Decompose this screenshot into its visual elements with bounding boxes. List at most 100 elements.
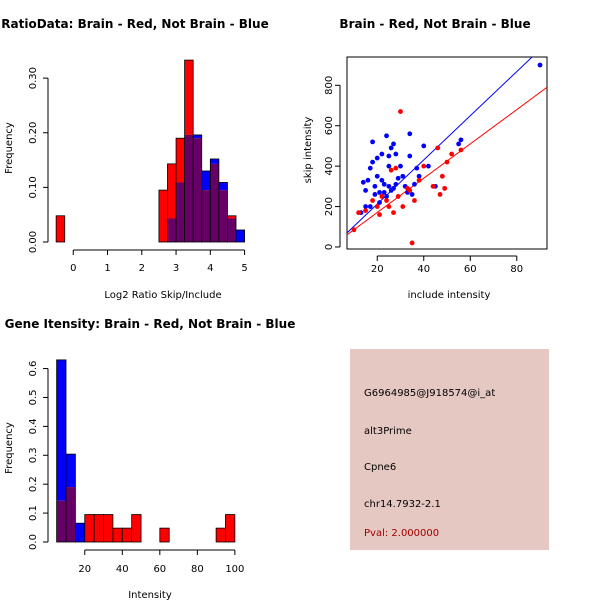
- scatter-x-tick-label: 20: [371, 264, 384, 275]
- intensity-histogram-y-tick-label: 0.1: [28, 505, 39, 521]
- scatter-plot-frame: [346, 56, 548, 250]
- intensity-histogram-bar-brain: [84, 514, 95, 542]
- ratio-histogram-bar-not-brain: [236, 229, 245, 242]
- scatter-x-tick-label: 40: [417, 264, 430, 275]
- ratio-histogram-bar-outline: [235, 229, 245, 243]
- scatter-point-brain: [351, 227, 357, 233]
- scatter-point-not-brain: [393, 151, 399, 157]
- ratio-histogram-xlabel: Log2 Ratio Skip/Include: [104, 290, 221, 301]
- ratio-histogram-bar-overlap: [184, 134, 194, 242]
- intensity-histogram-bar-brain: [225, 514, 235, 542]
- scatter-point-brain: [379, 194, 385, 199]
- intensity-histogram-y-tick-label: 0.5: [28, 390, 39, 406]
- scatter-point-not-brain: [421, 143, 427, 149]
- scatter-point-brain: [395, 194, 401, 199]
- ratio-histogram-bar-brain: [184, 60, 194, 135]
- scatter-xlabel: include intensity: [408, 290, 491, 301]
- ratio-histogram-bar-overlap: [227, 218, 237, 242]
- intensity-histogram-bar-not-brain: [56, 359, 67, 501]
- intensity-histogram-bar-outline: [56, 359, 67, 543]
- scatter-point-brain: [393, 165, 399, 171]
- scatter-point-not-brain: [412, 181, 417, 187]
- scatter-point-not-brain: [374, 155, 380, 161]
- scatter-point-brain: [370, 198, 375, 203]
- ratio-histogram-bar-outline: [218, 182, 228, 243]
- scatter-point-brain: [356, 210, 362, 216]
- intensity-histogram-y-tick-label: 0.2: [28, 476, 39, 492]
- ratio-histogram-title: RatioData: Brain - Red, Not Brain - Blue: [1, 17, 268, 31]
- ratio-histogram-y-tick-label: 0.30: [28, 67, 39, 89]
- intensity-histogram-x-tick-label: 20: [78, 564, 91, 575]
- intensity-histogram-bar-outline: [225, 514, 236, 543]
- scatter-point-brain: [416, 177, 422, 183]
- scatter-point-brain: [437, 192, 443, 197]
- ratio-histogram-bar-not-brain: [193, 134, 202, 139]
- scatter-point-not-brain: [386, 163, 392, 169]
- intensity-histogram-bar-outline: [131, 514, 142, 543]
- ratio-histogram-ylabel: Frequency: [4, 122, 15, 174]
- ratio-histogram-bar-overlap: [193, 138, 202, 242]
- scatter-point-brain: [430, 183, 436, 189]
- scatter-point-not-brain: [456, 141, 462, 147]
- scatter-point-not-brain: [379, 151, 385, 157]
- scatter-point-not-brain: [407, 131, 413, 137]
- ratio-histogram-x-tick-label: 5: [241, 263, 247, 274]
- scatter-point-not-brain: [374, 173, 380, 179]
- scatter-point-not-brain: [391, 141, 396, 147]
- intensity-histogram-x-tick-label: 40: [116, 564, 129, 575]
- scatter-x-tick-label: 60: [464, 264, 477, 275]
- ratio-histogram-bar-brain: [227, 215, 237, 219]
- scatter-point-not-brain: [458, 137, 464, 143]
- intensity-histogram-bar-brain: [103, 514, 113, 542]
- ratio-histogram-x-tick-label: 4: [207, 263, 213, 274]
- intensity-histogram-y-tick-label: 0.4: [28, 418, 39, 434]
- scatter-y-tick-label: 600: [324, 116, 335, 135]
- intensity-scatter-panel: Brain - Red, Not Brain - Blue include in…: [303, 17, 548, 301]
- ratio-histogram-bar-outline: [227, 215, 237, 243]
- scatter-point-not-brain: [365, 177, 371, 183]
- ratio-histogram-x-tick-label: 3: [173, 263, 179, 274]
- scatter-x-tick-label: 80: [510, 264, 523, 275]
- scatter-point-brain: [363, 208, 369, 214]
- ratio-histogram-bar-overlap: [210, 163, 219, 242]
- scatter-y-tick-label: 200: [324, 197, 335, 216]
- scatter-point-brain: [391, 210, 396, 216]
- intensity-histogram-x-tick-label: 60: [153, 564, 166, 575]
- scatter-point-brain: [409, 240, 415, 246]
- ratio-histogram-bar-brain: [56, 215, 65, 242]
- info-pval: Pval: 2.000000: [364, 528, 439, 539]
- intensity-histogram-bar-brain: [94, 514, 104, 542]
- intensity-histogram-panel: Gene Itensity: Brain - Red, Not Brain - …: [4, 317, 295, 600]
- scatter-point-brain: [412, 198, 417, 203]
- scatter-point-not-brain: [363, 204, 369, 209]
- scatter-point-brain: [388, 167, 394, 173]
- scatter-point-not-brain: [367, 165, 373, 171]
- scatter-point-not-brain: [414, 165, 420, 171]
- intensity-histogram-bar-overlap: [56, 500, 67, 542]
- ratio-histogram-x-tick-label: 1: [104, 263, 110, 274]
- scatter-point-not-brain: [372, 192, 378, 197]
- scatter-point-not-brain: [386, 183, 392, 189]
- scatter-y-tick-label: 400: [324, 157, 335, 176]
- ratio-histogram-bar-brain: [176, 138, 185, 183]
- ratio-histogram-x-tick-label: 0: [70, 263, 76, 274]
- intensity-histogram-bar-outline: [65, 453, 76, 543]
- scatter-point-brain: [386, 204, 392, 209]
- scatter-point-not-brain: [425, 163, 431, 169]
- scatter-point-not-brain: [377, 200, 382, 205]
- scatter-point-brain: [442, 185, 448, 191]
- scatter-point-not-brain: [393, 181, 399, 187]
- info-panel-background: [350, 349, 549, 550]
- scatter-point-brain: [421, 163, 427, 169]
- info-location: chr14.7932-2.1: [364, 499, 441, 510]
- scatter-y-tick-label: 0: [324, 244, 335, 250]
- scatter-point-brain: [400, 204, 406, 209]
- info-probe-id: G6964985@J918574@i_at: [364, 388, 495, 399]
- ratio-histogram-bar-not-brain: [210, 158, 219, 164]
- info-event-type: alt3Prime: [364, 426, 412, 437]
- info-gene-name: Cpne6: [364, 462, 396, 473]
- scatter-point-not-brain: [384, 133, 389, 139]
- scatter-point-not-brain: [400, 173, 406, 179]
- intensity-histogram-bar-brain: [122, 528, 132, 542]
